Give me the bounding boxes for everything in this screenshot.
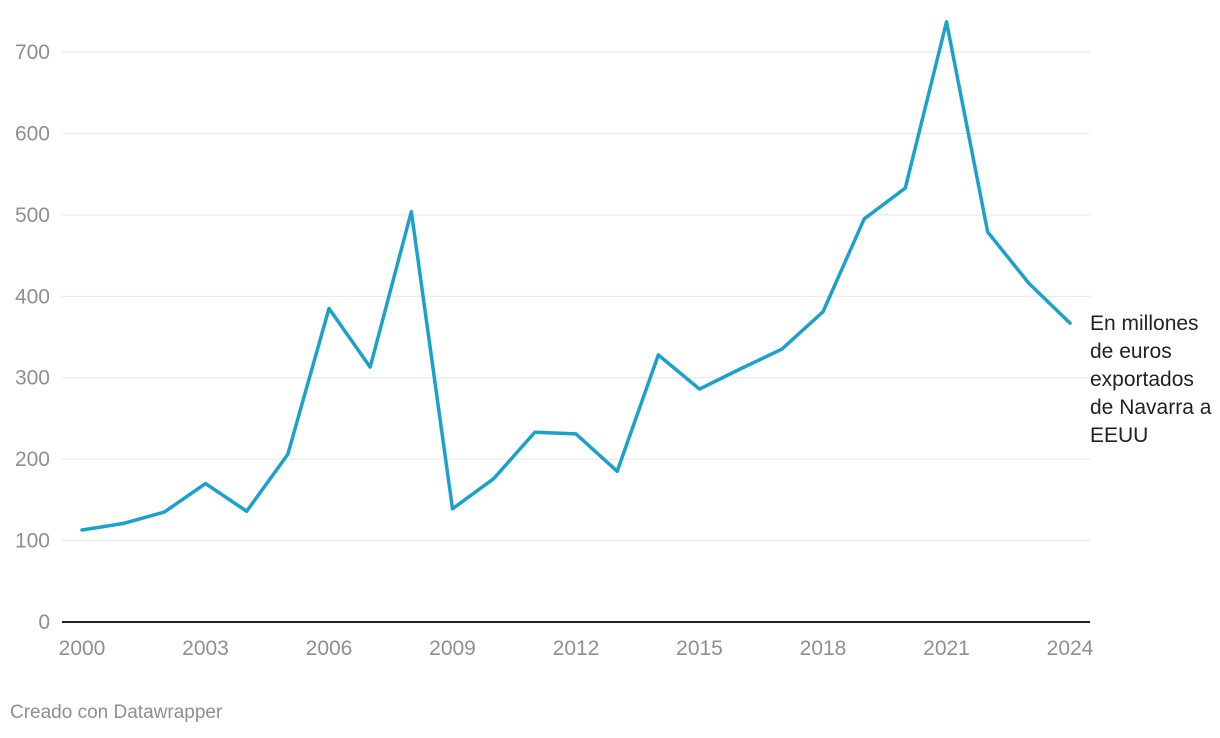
y-tick-label-700: 700	[15, 41, 50, 64]
x-tick-label-2012: 2012	[553, 637, 600, 660]
x-axis-tick-labels: 2000 2003 2006 2009 2012 2015 2018 2021 2024	[59, 637, 1094, 660]
y-tick-label-0: 0	[38, 611, 50, 634]
x-tick-label-2015: 2015	[676, 637, 723, 660]
series-lines	[80, 20, 1072, 532]
series-label: En millones de euros exportados de Navar…	[1090, 312, 1212, 447]
x-tick-label-2024: 2024	[1047, 637, 1094, 660]
x-tick-label-2000: 2000	[59, 637, 106, 660]
y-tick-label-400: 400	[15, 285, 50, 308]
y-tick-label-300: 300	[15, 367, 50, 390]
y-axis-tick-labels: 0 100 200 300 400 500 600 700	[15, 41, 50, 634]
x-tick-label-2003: 2003	[182, 637, 229, 660]
y-tick-label-500: 500	[15, 204, 50, 227]
x-tick-label-2018: 2018	[800, 637, 847, 660]
x-tick-label-2006: 2006	[306, 637, 353, 660]
grid-lines	[62, 51, 1090, 542]
footer-credit: Creado con Datawrapper	[10, 702, 223, 723]
x-tick-label-2021: 2021	[923, 637, 970, 660]
x-tick-label-2009: 2009	[429, 637, 476, 660]
y-tick-label-600: 600	[15, 122, 50, 145]
y-tick-label-200: 200	[15, 448, 50, 471]
y-tick-label-100: 100	[15, 530, 50, 553]
series-line-0	[80, 20, 1072, 532]
